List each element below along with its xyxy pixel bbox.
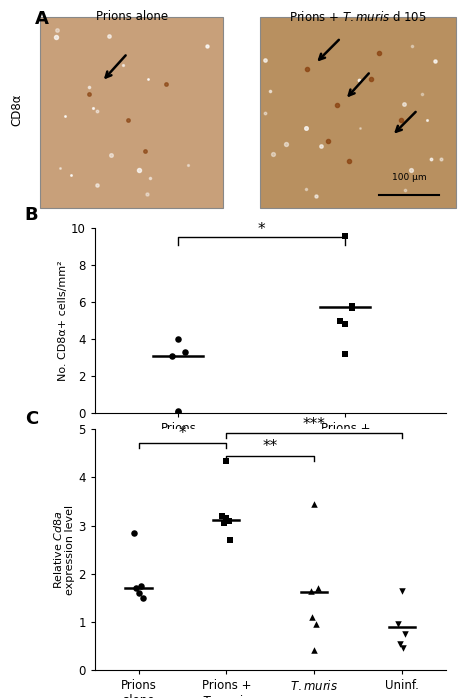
Point bbox=[401, 628, 409, 639]
Point bbox=[174, 334, 182, 345]
Point bbox=[314, 583, 321, 594]
Point bbox=[348, 300, 356, 311]
FancyBboxPatch shape bbox=[40, 17, 223, 208]
Point bbox=[398, 585, 406, 596]
Point bbox=[342, 348, 349, 359]
Point bbox=[312, 618, 319, 630]
Text: *: * bbox=[258, 221, 265, 237]
Point bbox=[310, 644, 318, 655]
Text: **: ** bbox=[263, 439, 278, 454]
Point bbox=[223, 513, 230, 524]
Point bbox=[130, 527, 138, 538]
Point bbox=[342, 319, 349, 330]
FancyBboxPatch shape bbox=[260, 17, 456, 208]
Point bbox=[396, 638, 404, 649]
Text: ***: *** bbox=[302, 417, 326, 431]
Point bbox=[218, 510, 226, 521]
Point bbox=[400, 643, 407, 654]
Text: *: * bbox=[179, 426, 186, 441]
Y-axis label: Relative $\it{Cd8a}$
expression level: Relative $\it{Cd8a}$ expression level bbox=[52, 505, 75, 595]
Point bbox=[337, 315, 344, 327]
Text: A: A bbox=[35, 10, 48, 27]
Point bbox=[342, 230, 349, 242]
Point bbox=[307, 585, 314, 596]
Point bbox=[220, 518, 228, 529]
Point bbox=[132, 583, 140, 594]
Point bbox=[181, 347, 189, 358]
Point bbox=[137, 580, 145, 591]
Point bbox=[174, 406, 182, 417]
Point bbox=[309, 611, 316, 623]
Point bbox=[135, 588, 142, 599]
Point bbox=[348, 302, 356, 313]
Text: Prions + $\it{T. muris}$ d 105: Prions + $\it{T. muris}$ d 105 bbox=[289, 10, 427, 24]
Text: C: C bbox=[25, 410, 38, 428]
Text: B: B bbox=[25, 206, 38, 224]
Point bbox=[174, 407, 182, 418]
Text: 100 μm: 100 μm bbox=[392, 173, 427, 182]
Point bbox=[223, 455, 230, 466]
Point bbox=[225, 515, 233, 526]
Point bbox=[168, 350, 175, 362]
Text: Prions alone: Prions alone bbox=[96, 10, 168, 22]
Point bbox=[310, 498, 318, 510]
Y-axis label: No. CD8α+ cells/mm²: No. CD8α+ cells/mm² bbox=[58, 260, 68, 381]
Text: CD8α: CD8α bbox=[10, 94, 23, 126]
Point bbox=[139, 592, 147, 603]
Point bbox=[394, 618, 402, 630]
Point bbox=[226, 535, 234, 546]
